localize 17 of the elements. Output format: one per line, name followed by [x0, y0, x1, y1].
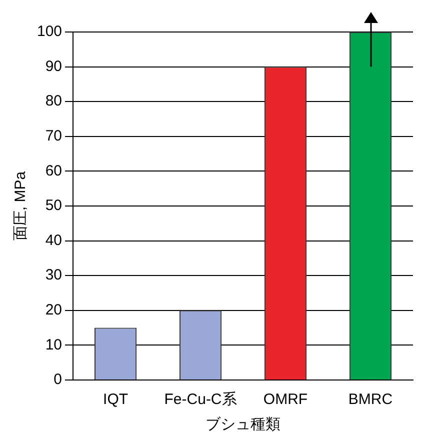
y-tick-label: 50 [45, 197, 62, 214]
y-tick-label: 70 [45, 128, 62, 145]
x-tick-label: BMRC [348, 391, 393, 408]
y-tick-label: 30 [45, 266, 62, 284]
y-tick-label: 10 [45, 336, 62, 354]
y-tick-label: 60 [45, 162, 62, 180]
x-tick-label: IQT [103, 391, 128, 408]
x-axis-title: ブシュ種類 [206, 416, 281, 434]
x-tick-label: OMRF [263, 391, 308, 408]
y-tick-label: 80 [45, 92, 62, 110]
y-tick-label: 90 [45, 58, 62, 75]
y-axis-title: 面圧, MPa [12, 170, 30, 241]
x-tick-label: Fe-Cu-C系 [164, 391, 237, 408]
y-tick-label: 0 [54, 371, 62, 388]
y-tick-label: 20 [45, 302, 62, 319]
y-tick-label: 40 [45, 232, 62, 249]
y-tick-label: 100 [36, 23, 62, 40]
